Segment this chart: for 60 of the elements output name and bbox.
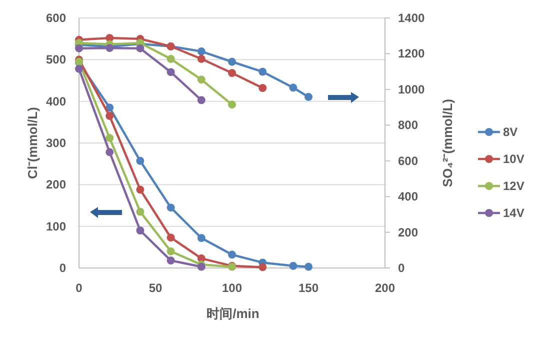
point	[106, 148, 114, 156]
y2-tick-label: 200	[398, 225, 418, 240]
y-tick-label: 600	[46, 11, 66, 25]
point	[304, 262, 312, 271]
y-tick-label: 100	[46, 219, 66, 234]
x-tick-label: 50	[148, 281, 162, 295]
point	[258, 68, 267, 76]
legend-label: 12V	[503, 179, 524, 193]
y-tick-label: 0	[59, 261, 66, 275]
legend-label: 8V	[503, 125, 518, 139]
point	[289, 84, 298, 92]
y2-tick-label: 800	[398, 118, 418, 132]
y-tick-label: 400	[46, 94, 66, 108]
y-tick-label: 300	[46, 136, 66, 150]
y2-tick-label: 1400	[398, 11, 426, 25]
point	[136, 44, 144, 52]
x-tick-label: 0	[76, 281, 83, 295]
x-tick-label: 150	[298, 281, 319, 295]
point	[228, 69, 236, 77]
y2-tick-label: 0	[398, 261, 405, 275]
point	[228, 58, 236, 66]
legend-label: 10V	[503, 152, 524, 166]
y2-tick-label: 1200	[398, 46, 426, 61]
y2-tick-label: 400	[398, 190, 418, 204]
y2-axis-title: SO₄²⁻(mmol/L)	[440, 98, 455, 188]
point	[258, 263, 267, 272]
point	[197, 54, 206, 63]
point	[136, 208, 144, 216]
point	[166, 247, 175, 256]
point	[197, 76, 206, 84]
point	[166, 256, 175, 264]
point	[289, 262, 298, 270]
point	[228, 100, 236, 109]
point	[197, 96, 206, 104]
point	[258, 84, 267, 92]
point	[228, 250, 236, 259]
y-tick-label: 500	[46, 52, 66, 67]
point	[166, 234, 175, 242]
point	[166, 204, 175, 212]
point	[75, 44, 83, 52]
legend-label: 14V	[503, 206, 524, 220]
point	[197, 47, 206, 56]
point	[197, 234, 206, 242]
y2-tick-label: 1000	[398, 82, 426, 96]
x-tick-label: 100	[222, 281, 242, 295]
point	[166, 54, 175, 63]
y2-tick-label: 600	[398, 154, 418, 168]
point	[304, 92, 312, 101]
y-tick-label: 200	[46, 178, 66, 192]
point	[106, 112, 114, 120]
point	[106, 104, 114, 112]
y-axis-title: Cl⁻(mmol/L)	[25, 107, 40, 179]
point	[106, 134, 114, 142]
x-axis-title: 时间/min	[206, 306, 260, 321]
point	[136, 226, 144, 234]
point	[75, 64, 83, 73]
x-tick-label: 200	[374, 281, 396, 295]
point	[136, 156, 144, 165]
point	[136, 186, 144, 194]
point	[166, 68, 175, 76]
